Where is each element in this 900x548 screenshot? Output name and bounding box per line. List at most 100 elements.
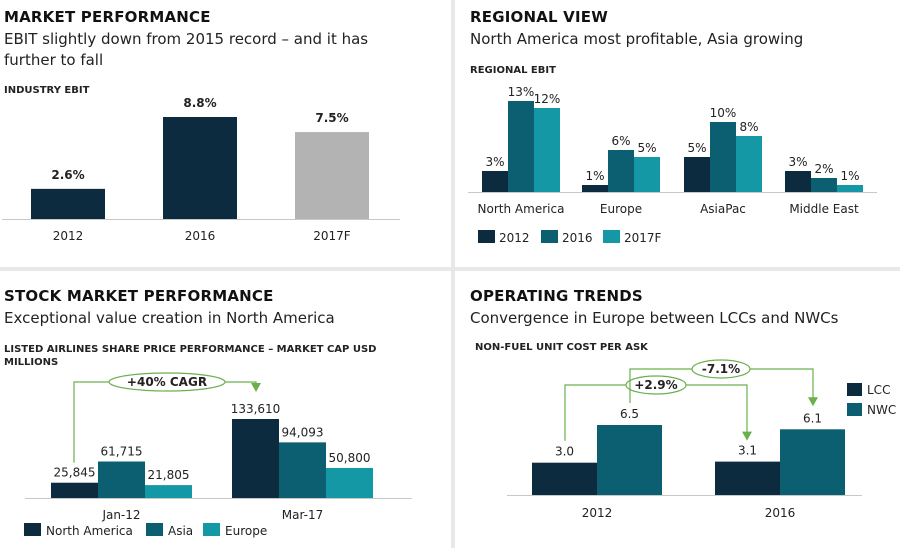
tick-label-2012: 2012 bbox=[582, 506, 613, 520]
lcc-change-arrow-head bbox=[742, 431, 752, 441]
bar-europe-2017f bbox=[634, 157, 660, 192]
data-label-asiapac-2012: 5% bbox=[687, 141, 706, 155]
bar-jan-12-europe bbox=[145, 485, 192, 498]
tick-label-jan-12: Jan-12 bbox=[101, 508, 140, 522]
data-label-middle-east-2012: 3% bbox=[788, 155, 807, 169]
legend-swatch-2017f bbox=[603, 230, 620, 243]
data-label-north-america-2017f: 12% bbox=[534, 92, 561, 106]
market-performance-subtitle: EBIT slightly down from 2015 record – an… bbox=[4, 30, 369, 69]
regional-view-title: REGIONAL VIEW bbox=[470, 8, 608, 26]
data-label-jan-12-europe: 21,805 bbox=[148, 468, 190, 482]
data-label-2016: 8.8% bbox=[183, 96, 216, 110]
horizontal-divider bbox=[0, 267, 900, 271]
data-label-2016-nwc: 6.1 bbox=[803, 411, 822, 425]
bar-mar-17-europe bbox=[326, 467, 373, 498]
bar-asiapac-2012 bbox=[684, 157, 710, 192]
bar-2016 bbox=[163, 117, 237, 219]
data-label-europe-2016: 6% bbox=[611, 134, 630, 148]
data-label-2017f: 7.5% bbox=[315, 111, 348, 125]
bar-mar-17-north-america bbox=[232, 419, 279, 498]
legend-label-2017f: 2017F bbox=[624, 231, 662, 245]
bar-europe-2016 bbox=[608, 150, 634, 192]
stock-market-subtitle: Exceptional value creation in North Amer… bbox=[4, 309, 335, 327]
bar-2016-lcc bbox=[715, 461, 780, 495]
data-label-mar-17-europe: 50,800 bbox=[329, 451, 371, 465]
data-label-asiapac-2016: 10% bbox=[710, 106, 737, 120]
data-label-europe-2012: 1% bbox=[585, 169, 604, 183]
bar-jan-12-asia bbox=[98, 461, 145, 498]
vertical-divider bbox=[451, 0, 455, 548]
legend-label-2012: 2012 bbox=[499, 231, 530, 245]
tick-label-2017f: 2017F bbox=[313, 229, 351, 243]
legend-swatch-2012 bbox=[478, 230, 495, 243]
legend-swatch-lcc bbox=[847, 383, 862, 396]
data-label-2012-nwc: 6.5 bbox=[620, 407, 639, 421]
unit-cost-label: NON-FUEL UNIT COST PER ASK bbox=[475, 342, 648, 353]
bar-asiapac-2017f bbox=[736, 136, 762, 192]
cagr-arrow-head bbox=[251, 383, 261, 392]
bar-middle-east-2012 bbox=[785, 171, 811, 192]
legend-swatch-2016 bbox=[541, 230, 558, 243]
operating-trends-subtitle: Convergence in Europe between LCCs and N… bbox=[470, 309, 839, 327]
data-label-mar-17-north-america: 133,610 bbox=[231, 402, 281, 416]
legend-swatch-asia bbox=[146, 523, 163, 536]
legend-label-lcc: LCC bbox=[867, 383, 890, 397]
bar-mar-17-asia bbox=[279, 442, 326, 498]
data-label-mar-17-asia: 94,093 bbox=[282, 425, 324, 439]
data-label-north-america-2012: 3% bbox=[485, 155, 504, 169]
legend-label-2016: 2016 bbox=[562, 231, 593, 245]
data-label-jan-12-north-america: 25,845 bbox=[54, 466, 96, 480]
tick-label-europe: Europe bbox=[600, 202, 642, 216]
lcc-change-badge bbox=[625, 375, 687, 395]
bar-north-america-2016 bbox=[508, 101, 534, 192]
bar-2017f bbox=[295, 132, 369, 219]
tick-label-north-america: North America bbox=[478, 202, 565, 216]
stock-market-title: STOCK MARKET PERFORMANCE bbox=[4, 287, 274, 305]
tick-label-2016: 2016 bbox=[765, 506, 796, 520]
bar-europe-2012 bbox=[582, 185, 608, 192]
data-label-jan-12-asia: 61,715 bbox=[101, 445, 143, 459]
bar-north-america-2012 bbox=[482, 171, 508, 192]
share-price-label: LISTED AIRLINES SHARE PRICE PERFORMANCE … bbox=[4, 344, 377, 368]
cagr-badge bbox=[108, 372, 226, 392]
regional-ebit-label: REGIONAL EBIT bbox=[470, 65, 556, 76]
legend-swatch-north-america bbox=[24, 523, 41, 536]
nwc-change-badge bbox=[691, 359, 751, 379]
bar-2012 bbox=[31, 188, 105, 219]
cagr-annotation: +40% CAGR bbox=[127, 375, 207, 389]
legend-label-north-america: North America bbox=[46, 524, 133, 538]
lcc-change-annotation: +2.9% bbox=[634, 378, 677, 392]
bar-2012-lcc bbox=[532, 462, 597, 495]
data-label-north-america-2016: 13% bbox=[508, 85, 535, 99]
bar-middle-east-2017f bbox=[837, 185, 863, 192]
data-label-europe-2017f: 5% bbox=[637, 141, 656, 155]
regional-view-subtitle: North America most profitable, Asia grow… bbox=[470, 30, 804, 48]
data-label-2012-lcc: 3.0 bbox=[555, 445, 574, 459]
bar-jan-12-north-america bbox=[51, 482, 98, 498]
legend-label-asia: Asia bbox=[168, 524, 193, 538]
operating-trends-title: OPERATING TRENDS bbox=[470, 287, 643, 305]
data-label-middle-east-2017f: 1% bbox=[840, 169, 859, 183]
bar-2016-nwc bbox=[780, 429, 845, 495]
tick-label-2012: 2012 bbox=[53, 229, 84, 243]
bar-asiapac-2016 bbox=[710, 122, 736, 192]
tick-label-mar-17: Mar-17 bbox=[282, 508, 323, 522]
tick-label-asiapac: AsiaPac bbox=[700, 202, 746, 216]
data-label-asiapac-2017f: 8% bbox=[739, 120, 758, 134]
industry-ebit-label: INDUSTRY EBIT bbox=[4, 85, 90, 96]
legend-swatch-europe bbox=[203, 523, 220, 536]
legend-label-europe: Europe bbox=[225, 524, 267, 538]
nwc-change-annotation: -7.1% bbox=[702, 362, 740, 376]
nwc-change-arrow-head bbox=[808, 397, 818, 407]
tick-label-middle-east: Middle East bbox=[789, 202, 859, 216]
bar-2012-nwc bbox=[597, 425, 662, 495]
data-label-middle-east-2016: 2% bbox=[814, 162, 833, 176]
legend-swatch-nwc bbox=[847, 403, 862, 416]
market-performance-title: MARKET PERFORMANCE bbox=[4, 8, 211, 26]
bar-middle-east-2016 bbox=[811, 178, 837, 192]
data-label-2016-lcc: 3.1 bbox=[738, 444, 757, 458]
